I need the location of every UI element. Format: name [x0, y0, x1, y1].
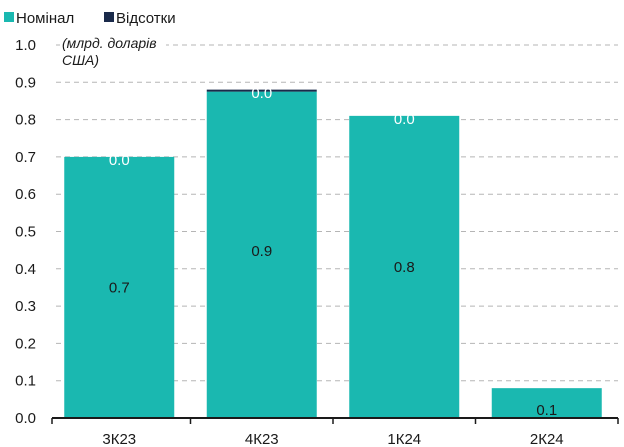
bar-nominal: [64, 156, 175, 418]
legend-label-interest: Відсотки: [116, 10, 176, 27]
y-tick-label: 1.0: [15, 37, 36, 54]
y-tick-label: 0.7: [15, 149, 36, 166]
unit-label-line-2: США): [62, 52, 99, 68]
y-tick-label: 0.8: [15, 112, 36, 129]
unit-label: (млрд. доларів США): [60, 34, 166, 70]
y-tick-label: 0.4: [15, 261, 36, 278]
bar-nominal: [349, 115, 460, 419]
legend-label-nominal: Номінал: [16, 10, 74, 27]
x-tick-label: 1К24: [387, 431, 421, 447]
x-tick-label: 3К23: [102, 431, 136, 447]
y-tick-label: 0.9: [15, 74, 36, 91]
bar-nominal: [491, 388, 602, 418]
bars: 0.7 0.0 0.9 0.0 0.8 0.0 0.1: [64, 85, 602, 419]
bar-value-label: 0.7: [109, 279, 130, 296]
y-tick-label: 0.6: [15, 186, 36, 203]
bar-value-label: 0.9: [251, 243, 272, 260]
bar-interest-label: 0.0: [394, 111, 415, 128]
legend-swatch-interest: [104, 12, 114, 22]
x-tick-label: 2К24: [530, 431, 564, 447]
legend-swatch-nominal: [4, 12, 14, 22]
y-tick-label: 0.1: [15, 373, 36, 390]
bar-interest-label: 0.0: [251, 85, 272, 102]
y-tick-label: 0.0: [15, 410, 36, 427]
bar-interest-label: 0.0: [109, 152, 130, 169]
legend: Номінал Відсотки: [4, 10, 176, 27]
bar-nominal: [206, 91, 317, 418]
y-tick-label: 0.5: [15, 224, 36, 241]
unit-label-line-1: (млрд. доларів: [62, 35, 157, 51]
x-tick-label: 4К23: [245, 431, 279, 447]
y-tick-label: 0.3: [15, 298, 36, 315]
bar-interest: [206, 89, 317, 92]
y-axis-ticks: 0.0 0.1 0.2 0.3 0.4 0.5 0.6 0.7 0.8 0.9 1.0: [15, 37, 36, 427]
bar-value-label: 0.1: [536, 402, 557, 419]
unit-label-background: [60, 34, 166, 70]
x-axis-ticks: 3К23 4К23 1К24 2К24: [51, 418, 619, 447]
y-tick-label: 0.2: [15, 335, 36, 352]
bar-value-label: 0.8: [394, 259, 415, 276]
